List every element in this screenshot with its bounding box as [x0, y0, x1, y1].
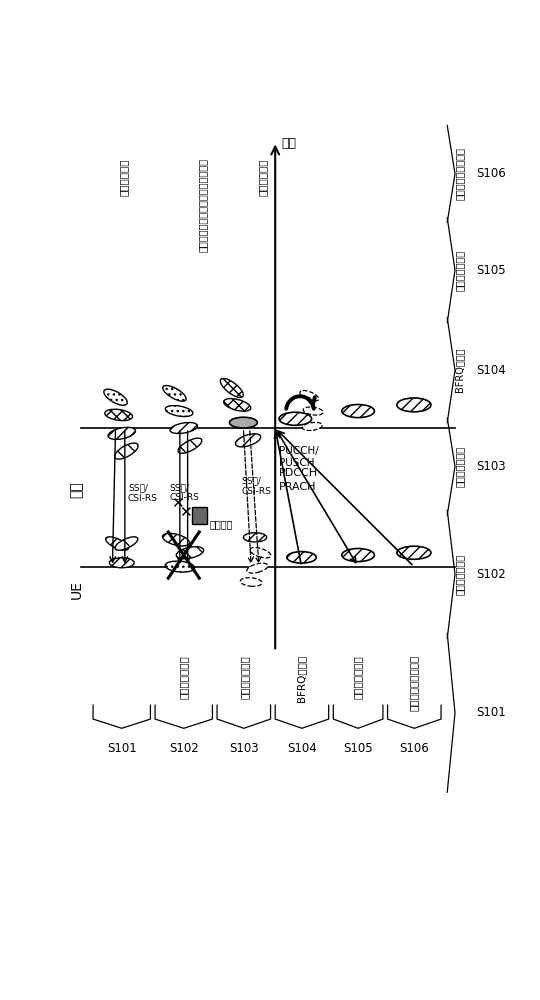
Ellipse shape: [302, 422, 322, 431]
Ellipse shape: [178, 438, 202, 453]
Ellipse shape: [176, 547, 204, 559]
Ellipse shape: [170, 423, 198, 433]
Ellipse shape: [108, 427, 136, 439]
Ellipse shape: [115, 537, 138, 550]
Text: 新候选波束确定: 新候选波束确定: [239, 655, 249, 699]
Ellipse shape: [247, 563, 268, 573]
Text: SS块/
CSI-RS: SS块/ CSI-RS: [242, 477, 272, 496]
Text: PRACH: PRACH: [279, 482, 316, 492]
Text: 基站: 基站: [70, 481, 84, 498]
Ellipse shape: [342, 549, 374, 562]
Ellipse shape: [342, 405, 374, 418]
Ellipse shape: [165, 406, 193, 417]
Ellipse shape: [240, 578, 262, 586]
Ellipse shape: [105, 409, 132, 421]
Text: SS块/
CSI-RS: SS块/ CSI-RS: [128, 484, 158, 503]
Text: 基站应答的监视: 基站应答的监视: [353, 655, 363, 699]
Text: S104: S104: [477, 364, 507, 377]
Ellipse shape: [109, 558, 134, 568]
Text: 波束失败的检测: 波束失败的检测: [455, 554, 464, 595]
Ellipse shape: [244, 533, 267, 542]
Ellipse shape: [165, 561, 194, 572]
Ellipse shape: [230, 417, 258, 428]
Text: 新候选波束确定: 新候选波束确定: [455, 446, 464, 487]
Text: 失败发生: 失败发生: [210, 519, 233, 529]
Text: PUCCH/
PUSCH: PUCCH/ PUSCH: [279, 446, 319, 468]
Text: 用于新候选波束的搜索的信号的发送: 用于新候选波束的搜索的信号的发送: [198, 158, 208, 252]
Ellipse shape: [235, 434, 261, 447]
Text: S106: S106: [400, 742, 429, 755]
Ellipse shape: [300, 390, 319, 401]
Text: S105: S105: [477, 264, 507, 277]
Text: 波束重构信息: 波束重构信息: [118, 158, 129, 196]
Text: S102: S102: [477, 568, 507, 581]
Text: 基站应答的监视: 基站应答的监视: [455, 250, 464, 291]
Text: S103: S103: [229, 742, 259, 755]
Ellipse shape: [220, 378, 244, 397]
Text: S106: S106: [477, 167, 507, 180]
Text: ✕: ✕: [171, 496, 184, 511]
Text: ✕: ✕: [179, 505, 192, 520]
Ellipse shape: [303, 407, 323, 415]
Text: PDCCH: PDCCH: [279, 468, 318, 478]
Bar: [192, 507, 207, 524]
Ellipse shape: [397, 398, 431, 412]
Ellipse shape: [397, 546, 431, 559]
Text: UE: UE: [70, 580, 84, 599]
Ellipse shape: [163, 533, 190, 546]
Ellipse shape: [250, 548, 271, 558]
Text: 接收波束扫描: 接收波束扫描: [258, 158, 268, 196]
Text: S104: S104: [287, 742, 317, 755]
Text: S102: S102: [169, 742, 199, 755]
Ellipse shape: [106, 537, 129, 550]
Ellipse shape: [163, 385, 186, 401]
Ellipse shape: [287, 552, 316, 563]
Text: 波束失败的检测: 波束失败的检测: [179, 655, 189, 699]
Ellipse shape: [279, 412, 312, 425]
Text: BFRQ的发送: BFRQ的发送: [296, 655, 307, 702]
Text: SS块/
CSI-RS: SS块/ CSI-RS: [170, 483, 200, 502]
Text: S101: S101: [107, 742, 137, 755]
Text: 波束重构完成的发送: 波束重构完成的发送: [455, 147, 464, 200]
Text: BFRQ的发送: BFRQ的发送: [455, 348, 464, 392]
Text: S103: S103: [477, 460, 507, 473]
Ellipse shape: [114, 443, 138, 459]
Ellipse shape: [104, 389, 127, 405]
Text: 波束重构完成的发送: 波束重构完成的发送: [409, 655, 419, 711]
Text: 时间: 时间: [281, 137, 296, 150]
Text: S105: S105: [343, 742, 373, 755]
Text: S101: S101: [477, 706, 507, 719]
Ellipse shape: [224, 399, 251, 411]
